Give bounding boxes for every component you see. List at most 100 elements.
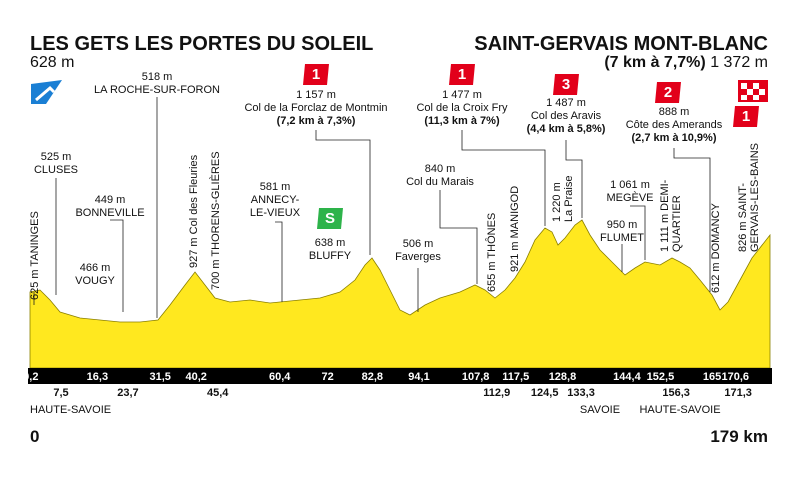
- km-marker: 171,3: [724, 387, 752, 399]
- waypoint-label: 506 m: [403, 238, 434, 250]
- km-marker: 82,8: [362, 371, 383, 383]
- start-flag-arrow: [35, 85, 56, 102]
- km-marker: 170,6: [721, 371, 749, 383]
- waypoint-label: BONNEVILLE: [75, 207, 144, 219]
- waypoint-label: (7,2 km à 7,3%): [277, 115, 356, 127]
- km-marker: 23,7: [117, 387, 138, 399]
- leader-line: [461, 130, 546, 226]
- distance-start: 0: [30, 427, 39, 446]
- waypoint-label: Côte des Amerands: [626, 119, 723, 131]
- waypoint-label: (2,7 km à 10,9%): [632, 132, 717, 144]
- waypoint-label: Col de la Croix Fry: [416, 102, 508, 114]
- waypoint-label: 518 m: [142, 71, 173, 83]
- km-marker: 40,2: [185, 371, 206, 383]
- km-marker: 60,4: [269, 371, 291, 383]
- waypoint-label: 1 111 m DEMI-: [659, 179, 671, 252]
- waypoint-label: CLUSES: [34, 164, 78, 176]
- waypoint-label: MEGÈVE: [606, 191, 653, 204]
- waypoint-label: GERVAIS-LES-BAINS: [749, 143, 761, 252]
- waypoint-label: 840 m: [425, 163, 456, 175]
- region-label: SAVOIE: [580, 404, 620, 416]
- finish-line: (7 km à 7,7%) 1 372 m: [604, 54, 768, 71]
- waypoint-label: 466 m: [80, 262, 111, 274]
- waypoint-label: 1 220 m: [551, 182, 563, 222]
- km-marker: 16,3: [87, 371, 108, 383]
- waypoint-label: 1 157 m: [296, 89, 336, 101]
- waypoint-label: (4,4 km à 5,8%): [527, 123, 606, 135]
- waypoint-label: 525 m: [41, 151, 72, 163]
- waypoint-label: LE-VIEUX: [250, 207, 301, 219]
- km-marker: 45,4: [207, 387, 229, 399]
- waypoint-label: ANNECY-: [251, 194, 300, 206]
- waypoint-label: 1 061 m: [610, 179, 650, 191]
- waypoint-label: LA ROCHE-SUR-FORON: [94, 84, 220, 96]
- waypoint-label: La Praise: [563, 176, 575, 222]
- waypoint-label: 921 m MANIGOD: [509, 186, 521, 272]
- km-marker: 0,2: [23, 371, 38, 383]
- start-altitude: 628 m: [30, 54, 74, 71]
- waypoint-label: 826 m SAINT-: [737, 183, 749, 252]
- waypoint-label: 888 m: [659, 106, 690, 118]
- waypoint-label: 927 m Col des Fleuries: [188, 154, 200, 268]
- leader-line: [110, 219, 124, 312]
- finish-altitude: 1 372 m: [710, 54, 768, 71]
- climb-icon: [655, 82, 681, 103]
- elevation-profile: [29, 219, 771, 369]
- climb-icon: [733, 106, 759, 127]
- climb-icon: [553, 74, 579, 95]
- climb-icon: [449, 64, 475, 85]
- km-marker: 124,5: [531, 387, 559, 399]
- waypoint-label: Col du Marais: [406, 176, 474, 188]
- waypoint-label: Col des Aravis: [531, 110, 602, 122]
- climb-category: 1: [458, 66, 466, 83]
- distance-end: 179 km: [710, 427, 768, 446]
- waypoint-label: Faverges: [395, 251, 441, 263]
- waypoint-label: 581 m: [260, 181, 291, 193]
- waypoint-label: 625 m TANINGES: [29, 211, 41, 300]
- start-name: LES GETS LES PORTES DU SOLEIL: [30, 33, 373, 55]
- km-marker: 72: [322, 371, 334, 383]
- km-marker: 31,5: [150, 371, 171, 383]
- km-marker: 112,9: [483, 387, 510, 399]
- leader-line: [315, 130, 371, 255]
- leader-line: [439, 190, 478, 284]
- climb-category: 1: [312, 66, 320, 83]
- waypoint-label: 612 m DOMANCY: [710, 202, 722, 293]
- waypoint-label: 449 m: [95, 194, 126, 206]
- waypoint-label: 1 477 m: [442, 89, 482, 101]
- climb-category: 3: [562, 76, 570, 93]
- km-band: [28, 368, 772, 384]
- climb-icon: [303, 64, 329, 85]
- waypoint-label: 655 m THÔNES: [485, 213, 498, 292]
- finish-name: SAINT-GERVAIS MONT-BLANC: [474, 33, 768, 55]
- km-marker: 133,3: [567, 387, 595, 399]
- climb-category: S: [325, 210, 335, 227]
- waypoint-label: 1 487 m: [546, 97, 586, 109]
- km-marker: 152,5: [647, 371, 675, 383]
- km-marker: 7,5: [53, 387, 68, 399]
- km-marker: 107,8: [462, 371, 490, 383]
- waypoint-label: Col de la Forclaz de Montmin: [244, 102, 387, 114]
- waypoint-label: FLUMET: [600, 232, 644, 244]
- waypoint-label: QUARTIER: [671, 195, 683, 252]
- leader-line: [275, 221, 283, 302]
- climb-icon: [317, 208, 343, 229]
- checkered-flag: [738, 80, 768, 102]
- waypoint-label: 700 m THORENS-GLIÈRES: [209, 151, 222, 290]
- waypoint-label: (11,3 km à 7%): [424, 115, 500, 127]
- leader-line: [565, 140, 583, 218]
- km-marker: 94,1: [408, 371, 429, 383]
- waypoint-label: BLUFFY: [309, 250, 352, 262]
- climb-category: 1: [742, 108, 750, 125]
- waypoint-label: 638 m: [315, 237, 346, 249]
- leader-line: [630, 205, 646, 260]
- km-marker: 165: [703, 371, 721, 383]
- waypoint-label: VOUGY: [75, 275, 115, 287]
- region-label: HAUTE-SAVOIE: [639, 404, 720, 416]
- leader-line: [673, 148, 711, 292]
- km-marker: 128,8: [549, 371, 577, 383]
- waypoint-label: 950 m: [607, 219, 638, 231]
- km-marker: 156,3: [662, 387, 690, 399]
- finish-climb: (7 km à 7,7%): [604, 54, 705, 71]
